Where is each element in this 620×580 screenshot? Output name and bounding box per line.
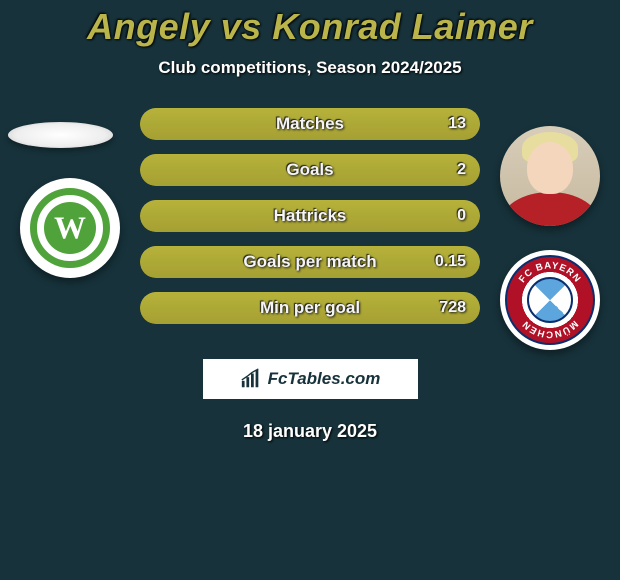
stat-value: 728 bbox=[439, 299, 466, 317]
stat-bar: Goals per match0.15 bbox=[140, 246, 480, 278]
stat-value: 0 bbox=[457, 207, 466, 225]
stat-bar: Min per goal728 bbox=[140, 292, 480, 324]
attribution-box: FcTables.com bbox=[203, 359, 418, 399]
stat-value: 13 bbox=[448, 115, 466, 133]
stat-bar: Hattricks0 bbox=[140, 200, 480, 232]
stat-label: Hattricks bbox=[140, 206, 480, 226]
stat-bar: Matches13 bbox=[140, 108, 480, 140]
page-title: Angely vs Konrad Laimer bbox=[0, 6, 620, 48]
stat-value: 2 bbox=[457, 161, 466, 179]
stat-value: 0.15 bbox=[435, 253, 466, 271]
stat-label: Goals per match bbox=[140, 252, 480, 272]
chart-icon bbox=[240, 368, 262, 390]
stat-label: Goals bbox=[140, 160, 480, 180]
date: 18 january 2025 bbox=[0, 421, 620, 442]
attribution-text: FcTables.com bbox=[268, 369, 381, 389]
subtitle: Club competitions, Season 2024/2025 bbox=[0, 58, 620, 78]
stat-bar: Goals2 bbox=[140, 154, 480, 186]
stats-bars: Matches13 Goals2 Hattricks0 Goals per match… bbox=[0, 108, 620, 344]
stat-label: Matches bbox=[140, 114, 480, 134]
stat-label: Min per goal bbox=[140, 298, 480, 318]
infographic: Angely vs Konrad Laimer Club competition… bbox=[0, 0, 620, 580]
